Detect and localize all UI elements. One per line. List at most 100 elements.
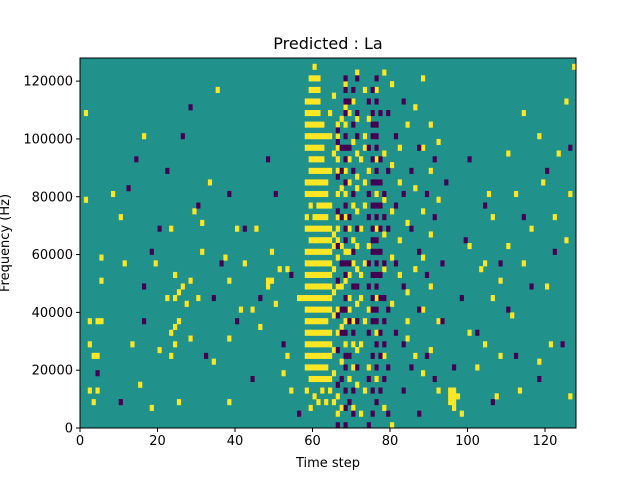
heatmap-cell-low [378, 329, 383, 336]
heatmap-cell-high [316, 110, 321, 117]
heatmap-cell-high [343, 190, 348, 198]
heatmap-cell-high [312, 306, 317, 313]
heatmap-cell-low [378, 248, 383, 255]
heatmap-cell-low [351, 387, 356, 394]
heatmap-cell-low [343, 225, 348, 232]
heatmap-cell-high [91, 352, 96, 359]
y-tick-label: 0 [65, 422, 73, 437]
heatmap-cell-high [173, 323, 178, 331]
heatmap-cell-high [335, 190, 340, 198]
heatmap-cell-high [355, 150, 360, 157]
x-axis: 0 20 40 60 80 100 120 [76, 428, 557, 449]
heatmap-cell-high [355, 208, 360, 215]
heatmap-cell-low [343, 179, 348, 186]
heatmap-cell-low [343, 98, 348, 105]
heatmap-cell-low [424, 352, 430, 359]
heatmap-cell-high [304, 179, 309, 186]
heatmap-cell-high [266, 283, 271, 290]
heatmap-cell-high [382, 352, 387, 359]
heatmap-cell-high [351, 341, 356, 348]
heatmap-cell-low [343, 110, 348, 117]
heatmap-cell-high [448, 393, 453, 400]
heatmap-cell-high [397, 144, 402, 151]
heatmap-cell-low [374, 144, 379, 151]
heatmap-cell-high [324, 341, 329, 348]
heatmap-cell-low [355, 283, 360, 290]
heatmap-cell-low [188, 104, 193, 111]
heatmap-cell-high [316, 260, 321, 267]
heatmap-cell-high [308, 295, 313, 302]
heatmap-cell-high [366, 243, 371, 250]
heatmap-cell-high [483, 260, 488, 267]
heatmap-cell-high [304, 271, 309, 278]
heatmap-cell-low [374, 306, 379, 313]
heatmap-cell-low [529, 283, 534, 290]
heatmap-cell-high [397, 179, 402, 186]
heatmap-cell-low [347, 144, 352, 151]
heatmap-cell-high [320, 387, 325, 394]
x-tick-label: 60 [304, 434, 321, 449]
heatmap-cell-high [343, 81, 348, 88]
heatmap-cell-high [343, 121, 348, 128]
heatmap-cell-high [436, 318, 441, 325]
heatmap-cell-low [366, 214, 371, 221]
heatmap-cell-low [351, 121, 356, 128]
heatmap-cell-high [304, 98, 309, 105]
heatmap-cell-high [494, 393, 499, 400]
heatmap-cell-high [564, 237, 569, 244]
heatmap-cell-high [320, 341, 325, 348]
heatmap-cell-high [308, 144, 313, 151]
heatmap-cell-high [304, 387, 309, 394]
heatmap-cell-high [312, 98, 317, 105]
heatmap-cell-high [366, 306, 371, 313]
heatmap-cell-high [312, 86, 317, 93]
heatmap-cell-high [347, 295, 352, 302]
heatmap-cell-high [506, 150, 511, 157]
heatmap-cell-high [320, 225, 325, 232]
heatmap-cell-low [180, 133, 185, 140]
heatmap-cell-high [510, 312, 515, 319]
heatmap-cell-high [277, 266, 282, 273]
heatmap-cell-high [324, 214, 329, 221]
heatmap-cell-low [452, 364, 457, 371]
heatmap-cell-high [227, 335, 232, 342]
heatmap-cell-low [374, 399, 379, 406]
heatmap-cell-high [308, 225, 313, 232]
heatmap-cell-high [312, 248, 317, 255]
heatmap-cell-high [436, 387, 441, 394]
heatmap-cell-low [374, 260, 379, 267]
heatmap-cell-high [308, 121, 313, 128]
heatmap-cell-low [366, 283, 371, 290]
heatmap-cell-high [362, 202, 368, 209]
heatmap-cell-high [339, 243, 344, 250]
heatmap-cell-high [347, 225, 352, 232]
heatmap-cell-low [297, 410, 302, 417]
heatmap-cell-low [382, 341, 387, 348]
heatmap-cell-high [87, 318, 92, 325]
heatmap-cell-high [196, 295, 201, 302]
heatmap-cell-high [362, 133, 368, 140]
heatmap-cell-high [176, 399, 182, 406]
heatmap-cell-high [335, 167, 340, 174]
heatmap-cell-high [343, 248, 348, 255]
heatmap-cell-low [351, 167, 356, 174]
heatmap-cell-low [366, 329, 371, 336]
heatmap-cell-high [169, 329, 174, 336]
heatmap-cell-high [316, 341, 321, 348]
heatmap-cell-high [382, 69, 387, 76]
heatmap-cell-low [370, 410, 375, 417]
heatmap-cell-high [324, 260, 329, 267]
heatmap-cell-low [343, 271, 348, 278]
heatmap-cell-high [564, 98, 569, 105]
heatmap-cell-high [130, 341, 135, 348]
heatmap-cell-high [328, 329, 333, 336]
heatmap-cell-low [370, 225, 375, 232]
heatmap-cell-high [320, 375, 325, 383]
heatmap-cell-low [366, 144, 371, 151]
heatmap-cell-high [359, 271, 364, 278]
heatmap-cell-low [374, 283, 379, 290]
heatmap-cell-high [339, 404, 344, 411]
heatmap-cell-low [343, 306, 348, 313]
heatmap-cell-high [165, 295, 170, 302]
